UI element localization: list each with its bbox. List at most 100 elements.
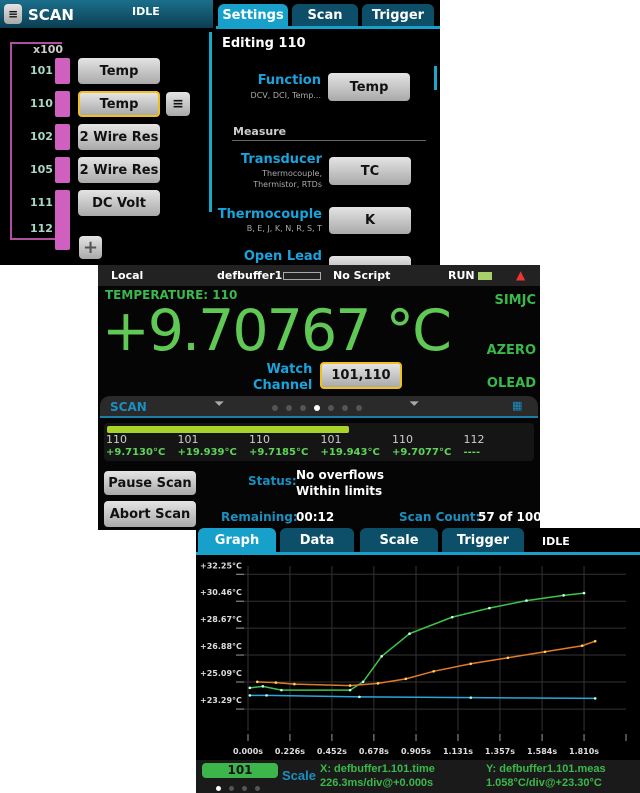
settings-scrollbar[interactable] <box>434 66 437 90</box>
x-tick-label: 0.678s <box>359 747 389 756</box>
reading-channel: 101 <box>177 433 199 446</box>
scale-button[interactable]: Scale <box>282 768 316 783</box>
tab-scale[interactable]: Scale <box>360 528 438 553</box>
watch-label-line: Watch <box>266 362 313 377</box>
y-tick-label: +23.29°C <box>200 696 242 705</box>
buffer-indicator[interactable]: defbuffer1 <box>217 269 283 282</box>
data-point <box>248 694 252 697</box>
reading-value: +19.939°C <box>177 447 237 458</box>
page-dot[interactable] <box>272 405 278 411</box>
scan-list-scrollbar[interactable] <box>209 32 212 212</box>
thermocouple-button[interactable]: K <box>329 207 411 234</box>
abort-scan-button[interactable]: Abort Scan <box>104 501 196 527</box>
trigger-flag-icon <box>478 272 492 280</box>
run-indicator[interactable]: RUN <box>448 269 475 282</box>
data-point <box>469 662 473 666</box>
channel-handle[interactable] <box>55 58 70 84</box>
page-dot[interactable] <box>242 786 247 791</box>
data-point <box>593 697 597 700</box>
watch-channel-button[interactable]: 101,110 <box>320 362 402 389</box>
page-dot[interactable] <box>328 405 334 411</box>
status-line: Within limits <box>296 484 383 498</box>
status-label: Status: <box>248 474 297 488</box>
swipe-page-dots[interactable] <box>268 403 366 411</box>
local-indicator[interactable]: Local <box>111 269 144 282</box>
channel-handle[interactable] <box>55 91 70 117</box>
warning-icon[interactable]: ▲ <box>516 268 526 282</box>
watch-label-line: Channel <box>253 378 313 393</box>
data-point <box>274 681 278 684</box>
reading-value: ---- <box>463 447 481 458</box>
editing-title: Editing 110 <box>222 36 306 51</box>
channel-menu-button[interactable]: ≡ <box>166 92 190 116</box>
data-point <box>376 682 380 685</box>
y-tick-label: +28.67°C <box>200 615 242 624</box>
data-point <box>582 591 586 595</box>
graph-icon[interactable]: ▦ <box>512 399 523 412</box>
x-tick-label: 0.905s <box>401 747 431 756</box>
tab-settings[interactable]: Settings <box>218 4 288 26</box>
channel-number: 112 <box>30 222 53 235</box>
channel-function-button[interactable]: Temp <box>78 58 160 84</box>
tab-scan[interactable]: Scan <box>292 4 358 26</box>
script-indicator[interactable]: No Script <box>333 269 391 282</box>
function-label: TEMPERATURE: 110 <box>105 288 238 302</box>
main-reading: +9.70767 °C <box>102 298 452 364</box>
page-dot[interactable] <box>300 405 306 411</box>
data-point <box>562 594 565 597</box>
data-point <box>506 656 510 660</box>
swipe-header[interactable]: SCAN ⏷ ⏷ ▦ <box>100 396 538 418</box>
open-lead-label: Open Lead <box>243 249 322 264</box>
page-dot[interactable] <box>255 786 260 791</box>
page-dot[interactable] <box>286 405 292 411</box>
tab-trigger[interactable]: Trigger <box>362 4 434 26</box>
page-dot[interactable] <box>229 786 234 791</box>
channel-function-button[interactable]: 2 Wire Res <box>78 157 160 183</box>
channel-function-button[interactable]: 2 Wire Res <box>78 124 160 150</box>
x-tick-label: 1.810s <box>569 747 599 756</box>
channel-number: 105 <box>30 163 53 176</box>
scan-header: ≡ SCAN IDLE <box>0 0 213 28</box>
multiplier-label: x100 <box>33 43 64 56</box>
x-tick-label: 0.452s <box>317 747 347 756</box>
tab-graph[interactable]: Graph <box>198 528 276 553</box>
tab-underline <box>196 552 640 555</box>
x-axis-info: X: defbuffer1.101.time <box>320 763 435 775</box>
y-tick-label: +26.88°C <box>200 642 242 651</box>
channel-selector[interactable]: 101 <box>202 763 278 778</box>
channel-function-button[interactable]: Temp <box>78 91 160 117</box>
x-tick-label: 1.584s <box>527 747 557 756</box>
channel-handle[interactable] <box>55 190 70 250</box>
page-dot[interactable] <box>216 786 221 791</box>
data-point <box>593 639 597 643</box>
function-button[interactable]: Temp <box>328 73 410 101</box>
temperature-graph[interactable]: +32.25°C +30.46°C +28.67°C +26.88°C +25.09°C… <box>196 556 640 761</box>
channel-handle[interactable] <box>55 157 70 183</box>
data-point <box>261 685 265 688</box>
channel-function-button[interactable]: DC Volt <box>78 190 160 216</box>
channel-page-dots[interactable] <box>212 783 264 791</box>
tab-data[interactable]: Data <box>280 528 354 553</box>
tab-underline <box>216 26 440 29</box>
pause-scan-button[interactable]: Pause Scan <box>104 471 196 495</box>
scan-progress-area <box>104 423 534 461</box>
scan-settings-panel: ≡ SCAN IDLE x100 101 Temp 110 Temp 102 2 Wire… <box>0 0 440 265</box>
menu-icon[interactable]: ≡ <box>4 4 22 24</box>
idle-status: IDLE <box>132 5 160 18</box>
open-lead-button[interactable] <box>329 256 411 265</box>
page-dot[interactable] <box>314 405 320 411</box>
page-dot[interactable] <box>356 405 362 411</box>
add-channel-button[interactable]: + <box>79 236 102 259</box>
series-line <box>249 694 596 700</box>
tab-trigger[interactable]: Trigger <box>442 528 524 553</box>
series-line <box>257 640 596 687</box>
channel-handle[interactable] <box>55 124 70 150</box>
x-tick-label: 0.226s <box>275 747 305 756</box>
transducer-button[interactable]: TC <box>329 157 411 185</box>
transducer-label: Transducer <box>240 152 322 167</box>
page-dot[interactable] <box>342 405 348 411</box>
scan-count-value: 57 of 100 <box>478 510 540 524</box>
channel-number: 110 <box>30 97 53 110</box>
measure-section: Measure <box>233 125 287 138</box>
y-tick-label: +30.46°C <box>200 588 242 597</box>
